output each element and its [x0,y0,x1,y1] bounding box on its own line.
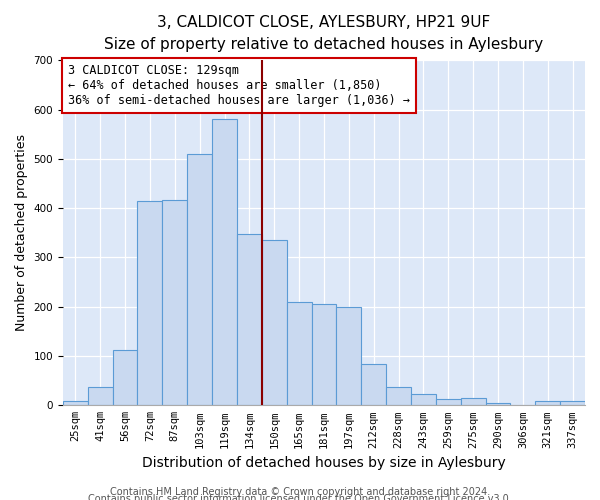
Text: Contains public sector information licensed under the Open Government Licence v3: Contains public sector information licen… [88,494,512,500]
Bar [436,399,461,406]
X-axis label: Distribution of detached houses by size in Aylesbury: Distribution of detached houses by size … [142,456,506,470]
Bar [88,387,113,406]
Bar [262,240,287,406]
Bar [535,402,560,406]
Bar [485,403,511,406]
Bar [63,402,88,406]
Bar [461,398,485,406]
Bar [311,304,337,406]
Y-axis label: Number of detached properties: Number of detached properties [15,134,28,332]
Bar [212,120,237,406]
Bar [163,200,187,406]
Bar [386,387,411,406]
Text: 3 CALDICOT CLOSE: 129sqm
← 64% of detached houses are smaller (1,850)
36% of sem: 3 CALDICOT CLOSE: 129sqm ← 64% of detach… [68,64,410,107]
Title: 3, CALDICOT CLOSE, AYLESBURY, HP21 9UF
Size of property relative to detached hou: 3, CALDICOT CLOSE, AYLESBURY, HP21 9UF S… [104,15,544,52]
Bar [361,364,386,406]
Bar [287,302,311,406]
Bar [137,201,163,406]
Text: Contains HM Land Registry data © Crown copyright and database right 2024.: Contains HM Land Registry data © Crown c… [110,487,490,497]
Bar [237,234,262,406]
Bar [187,154,212,406]
Bar [560,402,585,406]
Bar [113,350,137,406]
Bar [411,394,436,406]
Bar [337,306,361,406]
